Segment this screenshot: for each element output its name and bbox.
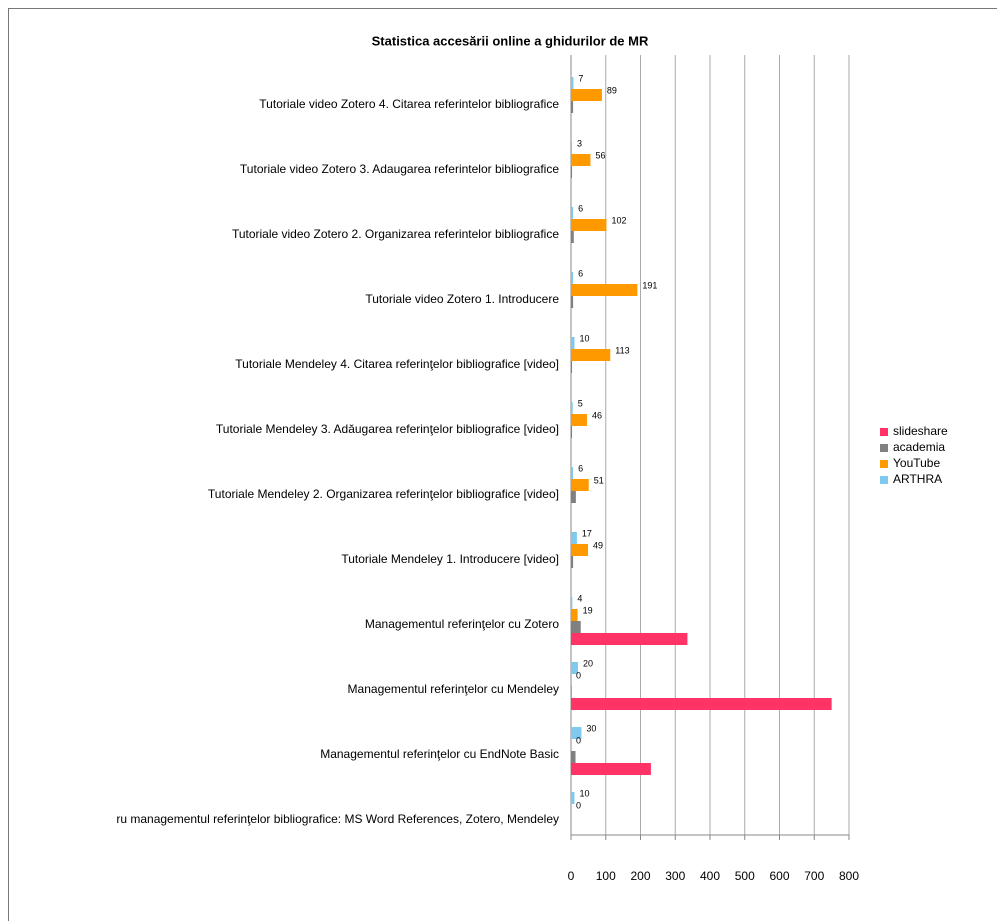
legend-label: ARTHRA (893, 472, 942, 486)
bar (571, 337, 575, 349)
category-label: Managementul referinţelor cu Mendeley (348, 682, 559, 696)
bar (571, 426, 573, 438)
chart-title: Statistica accesării online a ghidurilor… (372, 33, 649, 48)
bar (571, 597, 573, 609)
category-label: Managementul referinţelor cu Zotero (365, 617, 559, 631)
bar (571, 792, 575, 804)
category-label: ru managementul referinţelor bibliografi… (116, 812, 559, 826)
category-label: Managementul referinţelor cu EndNote Bas… (320, 747, 559, 761)
legend-swatch (880, 444, 888, 452)
value-label: 102 (611, 215, 626, 225)
value-label: 56 (595, 150, 605, 160)
x-tick-label: 800 (839, 869, 859, 883)
bar (571, 349, 611, 361)
category-label: Tutoriale Mendeley 3. Adăugarea referinţ… (216, 422, 559, 436)
bar (571, 296, 574, 308)
x-tick-label: 500 (735, 869, 755, 883)
x-tick-label: 300 (665, 869, 685, 883)
x-tick-label: 200 (630, 869, 650, 883)
legend-label: academia (893, 440, 945, 454)
category-label: Tutoriale video Zotero 4. Citarea referi… (259, 97, 559, 111)
x-tick-label: 700 (804, 869, 824, 883)
bar (571, 467, 574, 479)
bar (571, 544, 589, 556)
legend-label: YouTube (893, 456, 940, 470)
value-label: 5 (578, 398, 583, 408)
bar (571, 621, 581, 633)
legend-swatch (880, 476, 888, 484)
bar (571, 609, 578, 621)
x-tick-label: 600 (769, 869, 789, 883)
value-label: 51 (594, 475, 604, 485)
value-label: 10 (579, 333, 589, 343)
bar (571, 77, 574, 89)
value-label: 10 (579, 788, 589, 798)
bar (571, 727, 582, 739)
value-label: 0 (576, 800, 581, 810)
value-label: 113 (615, 345, 629, 355)
value-label: 6 (578, 463, 583, 473)
value-label: 46 (592, 410, 602, 420)
bar (571, 166, 573, 178)
bar (571, 686, 572, 698)
bar (571, 361, 573, 373)
category-label: Tutoriale video Zotero 2. Organizarea re… (232, 227, 559, 241)
value-label: 89 (607, 85, 617, 95)
category-label: Tutoriale Mendeley 4. Citarea referinţel… (235, 357, 559, 371)
value-label: 191 (642, 280, 657, 290)
x-tick-label: 0 (568, 869, 575, 883)
category-label: Tutoriale video Zotero 3. Adaugarea refe… (240, 162, 559, 176)
bar (571, 284, 638, 296)
legend-swatch (880, 428, 888, 436)
bar (571, 633, 688, 645)
category-label: Tutoriale Mendeley 2. Organizarea referi… (208, 487, 559, 501)
bar (571, 491, 576, 503)
value-label: 4 (577, 593, 582, 603)
value-label: 17 (582, 528, 592, 538)
bar (571, 219, 607, 231)
bar (571, 414, 587, 426)
category-label: Tutoriale video Zotero 1. Introducere (365, 292, 559, 306)
bar (571, 272, 574, 284)
bar (571, 751, 576, 763)
bar (571, 402, 573, 414)
value-label: 20 (583, 658, 593, 668)
bar (571, 207, 574, 219)
value-label: 0 (576, 735, 581, 745)
bar (571, 231, 574, 243)
bar (571, 556, 574, 568)
category-label: Tutoriale Mendeley 1. Introducere [video… (341, 552, 559, 566)
bar (571, 89, 602, 101)
bar (571, 662, 578, 674)
value-label: 49 (593, 540, 603, 550)
bar (571, 142, 573, 154)
value-label: 6 (578, 203, 583, 213)
value-label: 7 (578, 73, 583, 83)
legend-label: slideshare (893, 424, 948, 438)
value-label: 3 (577, 138, 582, 148)
bar (571, 532, 577, 544)
bar (571, 154, 591, 166)
bar (571, 698, 832, 710)
legend-swatch (880, 460, 888, 468)
value-label: 0 (576, 670, 581, 680)
bar (571, 479, 589, 491)
x-tick-label: 400 (700, 869, 720, 883)
value-label: 6 (578, 268, 583, 278)
x-tick-label: 100 (596, 869, 616, 883)
value-label: 30 (586, 723, 596, 733)
bar (571, 101, 574, 113)
value-label: 19 (583, 605, 593, 615)
bar (571, 763, 651, 775)
